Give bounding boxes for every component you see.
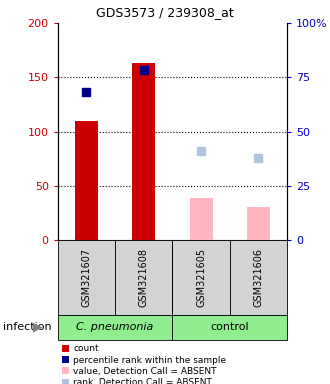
Bar [247,207,270,240]
Text: GDS3573 / 239308_at: GDS3573 / 239308_at [96,6,234,19]
Bar [172,315,287,340]
Bar [172,240,230,315]
Bar [115,240,172,315]
Bar [190,198,213,240]
Text: infection: infection [3,322,52,333]
Legend: count, percentile rank within the sample, value, Detection Call = ABSENT, rank, : count, percentile rank within the sample… [62,344,226,384]
Bar [58,315,172,340]
Bar [75,121,98,240]
Bar [230,240,287,315]
Text: control: control [211,322,249,333]
Text: ▶: ▶ [33,321,43,334]
Bar [58,240,115,315]
Text: GSM321608: GSM321608 [139,248,149,307]
Text: C. pneumonia: C. pneumonia [77,322,154,333]
Bar [132,63,155,240]
Text: GSM321605: GSM321605 [196,248,206,307]
Text: GSM321606: GSM321606 [253,248,263,307]
Text: GSM321607: GSM321607 [82,248,91,307]
